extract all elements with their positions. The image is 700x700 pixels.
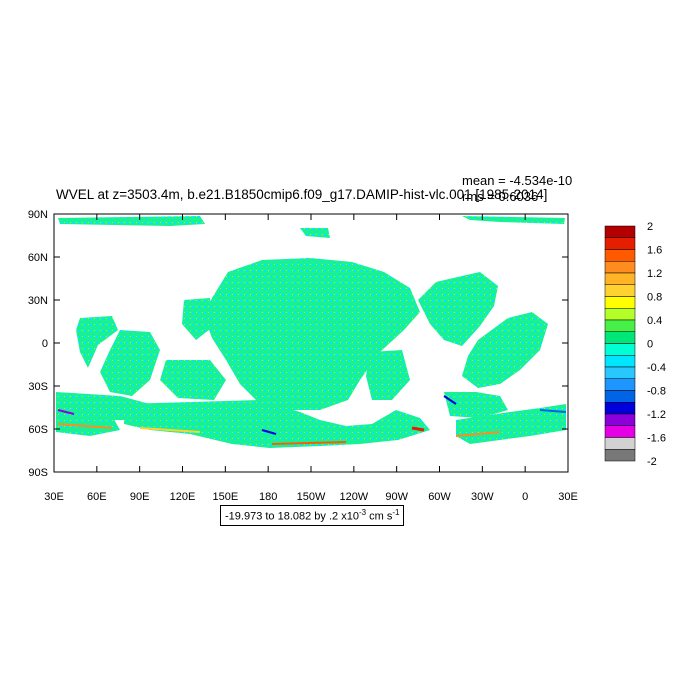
bay-region [100,330,160,396]
colorbar-swatch [604,308,636,321]
colorbar-label: -2 [647,456,657,468]
lat-label: 30N [28,295,48,307]
colorbar: 2 1.6 1.2 0.8 0.4 0 -0.4 -0.8 -1.2 -1.6 -2 [604,221,666,468]
colorbar-label: -0.4 [647,362,666,374]
colorbar-swatch [604,343,636,356]
colorbar-swatch [604,319,636,332]
colorbar-swatch [604,296,636,309]
rms-stat: rms = 0.6036 [462,189,539,204]
colorbar-swatch [604,261,636,274]
colorbar-label: 0.8 [647,292,662,304]
colorbar-label: 1.2 [647,268,662,280]
colorbar-label: 0.4 [647,315,662,327]
pacific-ocean [204,258,420,410]
lon-label: 180 [259,491,277,503]
lat-label: 90N [28,209,48,221]
colorbar-label: 1.6 [647,245,662,257]
colorbar-label: -1.2 [647,409,666,421]
colorbar-swatch [604,390,636,403]
pacific-southeast [366,350,410,400]
atlantic-tropical [462,312,548,388]
colorbar-swatch [604,272,636,285]
colorbar-label: 0 [647,339,653,351]
range-box: -19.973 to 18.082 by .2 x10-3 cm s-1 [220,505,405,526]
colorbar-swatch [604,425,636,438]
colorbar-swatch [604,366,636,379]
arctic-patch [300,228,330,238]
lat-label: 0 [42,338,48,350]
colorbar-swatch [604,402,636,415]
arctic-strip-east [462,216,565,224]
colorbar-label: -0.8 [647,386,666,398]
lon-label: 30E [44,491,64,503]
lat-label: 30S [28,381,48,393]
colorbar-swatch [604,449,636,462]
colorbar-label: 2 [647,221,653,233]
axis-ticks: 90N 60N 30N 0 30S 60S 90S 30E 60E 90E 120E 150E 180 1… [28,209,578,503]
lon-label: 150E [212,491,238,503]
atlantic-north [418,272,498,346]
pacific-coral [160,360,226,400]
pacific-west-patch [182,298,214,340]
colorbar-swatch [604,413,636,426]
lon-label: 60E [87,491,107,503]
extreme-values [57,395,567,445]
southern-ocean-pacific [124,400,430,448]
colorbar-label: -1.6 [647,433,666,445]
plot-title: WVEL at z=3503.4m, b.e21.B1850cmip6.f09_… [56,187,548,202]
arctic-strip-west [58,216,205,226]
range-text: -19.973 to 18.082 by .2 x10 [225,510,359,523]
colorbar-swatch [604,378,636,391]
southern-ocean-west [56,412,120,436]
lat-label: 60N [28,252,48,264]
lat-label: 60S [28,424,48,436]
lon-label: 30W [471,491,494,503]
range-exponent: -3 [358,508,367,517]
lat-label: 90S [28,467,48,479]
colorbar-swatch [604,225,636,238]
colorbar-swatch [604,331,636,344]
lon-label: 30E [558,491,578,503]
colorbar-swatch [604,237,636,250]
lon-label: 60W [428,491,451,503]
lon-label: 150W [297,491,326,503]
indian-ocean [76,316,118,368]
colorbar-swatch [604,437,636,450]
lon-label: 90E [130,491,150,503]
mean-stat: mean = -4.534e-10 [462,173,573,188]
colorbar-swatch [604,284,636,297]
range-units: cm s [369,510,393,523]
lon-label: 0 [522,491,528,503]
colorbar-swatch [604,355,636,368]
lon-label: 90W [385,491,408,503]
units-exponent: -1 [392,508,400,517]
ocean-field [54,214,568,472]
lon-label: 120W [339,491,368,503]
atlantic-south [444,392,508,418]
colorbar-swatch [604,249,636,262]
lon-label: 120E [170,491,196,503]
